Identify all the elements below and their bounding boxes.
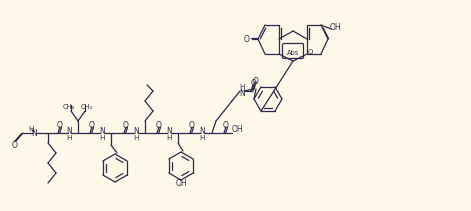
Text: O: O	[253, 77, 259, 85]
Text: O: O	[251, 80, 257, 88]
Text: OH: OH	[231, 126, 243, 134]
Text: OH: OH	[329, 23, 341, 31]
Text: CH₃: CH₃	[81, 104, 93, 110]
Text: H: H	[239, 84, 245, 90]
Text: H: H	[99, 135, 105, 141]
Text: H: H	[28, 126, 34, 132]
Text: O: O	[89, 122, 95, 130]
Text: H: H	[133, 135, 139, 141]
Text: N: N	[199, 127, 205, 137]
Text: OH: OH	[175, 179, 187, 188]
Text: O: O	[244, 35, 250, 43]
Text: O: O	[57, 122, 63, 130]
Text: N: N	[239, 88, 245, 97]
Text: N: N	[99, 127, 105, 137]
Text: O: O	[12, 142, 18, 150]
Text: O: O	[223, 122, 229, 130]
Text: N: N	[31, 130, 37, 138]
Text: O: O	[156, 122, 162, 130]
Text: H: H	[66, 135, 72, 141]
Text: Abs: Abs	[287, 50, 299, 56]
Text: O: O	[307, 49, 313, 55]
Text: N: N	[133, 127, 139, 137]
Text: N: N	[166, 127, 172, 137]
Text: N: N	[66, 127, 72, 137]
Text: CH₃: CH₃	[63, 104, 75, 110]
Text: H: H	[199, 135, 205, 141]
FancyBboxPatch shape	[283, 43, 303, 58]
Text: H: H	[166, 135, 172, 141]
Text: O: O	[123, 122, 129, 130]
Text: O: O	[189, 122, 195, 130]
